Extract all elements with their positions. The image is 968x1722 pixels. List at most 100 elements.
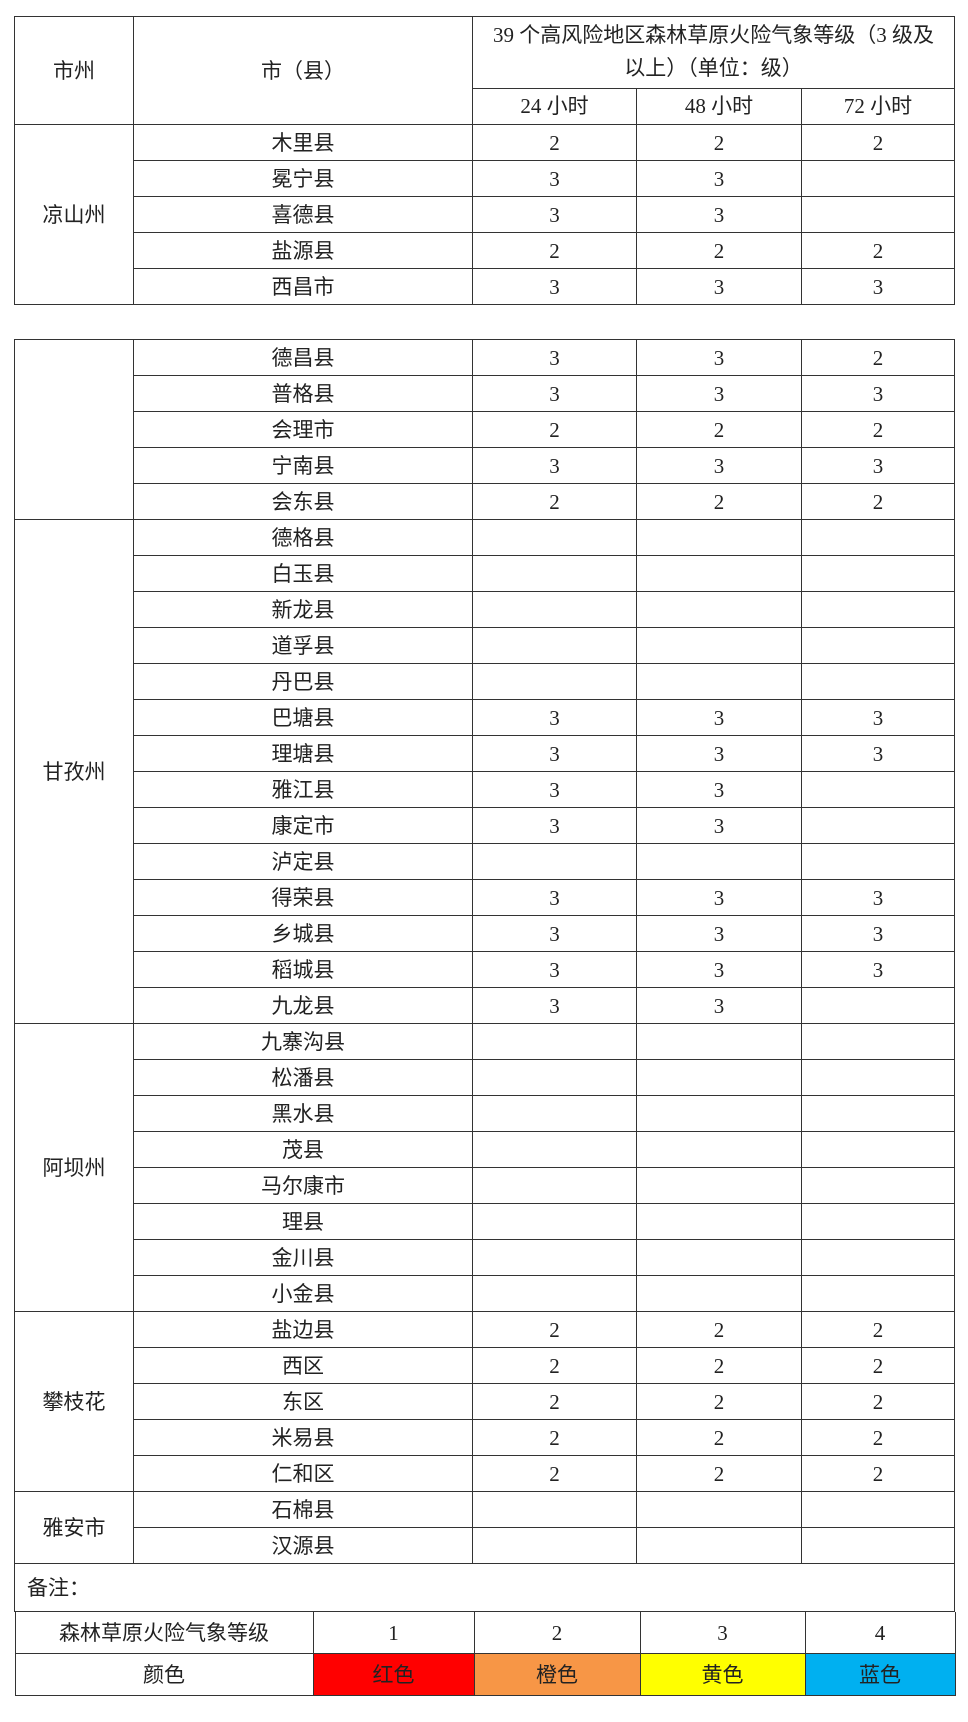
county-cell: 马尔康市	[133, 1167, 473, 1204]
county-cell: 汉源县	[133, 1527, 473, 1564]
level-h48-cell: 3	[636, 879, 802, 916]
legend-level-value: 1	[312, 1612, 475, 1654]
level-h48-cell	[636, 663, 802, 700]
level-h24-cell: 3	[472, 268, 637, 305]
level-h24-cell	[472, 663, 637, 700]
level-h72-cell	[800, 196, 956, 233]
table-row: 西昌市 3 3 3	[15, 268, 956, 305]
level-h24-cell: 3	[472, 699, 637, 736]
level-h24-cell: 3	[472, 951, 637, 988]
level-h72-cell	[801, 1095, 955, 1132]
table-row: 巴塘县 3 3 3	[15, 699, 955, 736]
level-h72-cell	[801, 1491, 955, 1528]
county-cell: 西昌市	[133, 268, 473, 305]
legend-level-value: 2	[473, 1612, 641, 1654]
level-h72-cell: 2	[801, 339, 955, 376]
county-cell: 康定市	[133, 807, 473, 844]
table-row: 康定市 3 3	[15, 807, 955, 844]
legend-level-row: 森林草原火险气象等级 1 2 3 4	[14, 1612, 956, 1654]
county-cell: 小金县	[133, 1275, 473, 1312]
table-row: 泸定县	[15, 843, 955, 880]
table-row: 小金县	[15, 1275, 955, 1312]
table-row: 普格县 3 3 3	[15, 375, 955, 412]
level-h72-cell: 3	[801, 735, 955, 772]
level-h48-cell	[636, 1131, 802, 1168]
level-h48-cell: 3	[636, 699, 802, 736]
county-cell: 东区	[133, 1383, 473, 1420]
table-row: 得荣县 3 3 3	[15, 879, 955, 916]
legend-color-row: 颜色 红色 橙色 黄色 蓝色	[14, 1653, 956, 1696]
level-h24-cell: 3	[472, 879, 637, 916]
header-48h: 48 小时	[636, 87, 802, 126]
note-label: 备注：	[14, 1563, 955, 1612]
level-h24-cell: 3	[472, 807, 637, 844]
table-row: 茂县	[15, 1131, 955, 1168]
level-h72-cell	[800, 160, 956, 197]
level-h72-cell: 3	[801, 915, 955, 952]
county-cell: 泸定县	[133, 843, 473, 880]
table-row: 阿坝州 九寨沟县	[14, 1023, 955, 1312]
level-h24-cell: 2	[472, 1347, 637, 1384]
level-h24-cell	[472, 1131, 637, 1168]
table-row: 德昌县 3 3 2	[14, 339, 955, 520]
table-row: 喜德县 3 3	[15, 196, 956, 233]
level-h48-cell: 2	[636, 411, 802, 448]
level-h24-cell: 3	[472, 735, 637, 772]
level-h72-cell: 2	[801, 483, 955, 520]
county-cell: 喜德县	[133, 196, 473, 233]
county-cell: 米易县	[133, 1419, 473, 1456]
level-h48-cell	[636, 1275, 802, 1312]
level-h72-cell	[801, 843, 955, 880]
table-row: 九龙县 3 3	[15, 987, 955, 1024]
level-h72-cell	[801, 555, 955, 592]
level-h48-cell: 3	[636, 735, 802, 772]
level-h72-cell	[801, 1239, 955, 1276]
region-cell: 雅安市	[14, 1491, 134, 1564]
county-cell: 金川县	[133, 1239, 473, 1276]
county-cell: 巴塘县	[133, 699, 473, 736]
level-h72-cell	[801, 663, 955, 700]
county-cell: 雅江县	[133, 771, 473, 808]
table-row: 冕宁县 3 3	[15, 160, 956, 197]
level-h72-cell	[801, 1023, 955, 1060]
county-cell: 盐边县	[133, 1311, 473, 1348]
legend-table: 森林草原火险气象等级 1 2 3 4 颜色 红色 橙色 黄色 蓝色	[14, 1612, 956, 1696]
level-h72-cell	[801, 1059, 955, 1096]
level-h72-cell	[801, 1527, 955, 1564]
level-h72-cell	[801, 1203, 955, 1240]
table-row: 马尔康市	[15, 1167, 955, 1204]
level-h72-cell	[801, 807, 955, 844]
county-cell: 道孚县	[133, 627, 473, 664]
level-h24-cell	[472, 1167, 637, 1204]
county-cell: 会东县	[133, 483, 473, 520]
table-row: 汉源县	[15, 1527, 955, 1564]
county-cell: 石棉县	[133, 1491, 473, 1528]
header-24h: 24 小时	[472, 87, 637, 126]
level-h72-cell: 3	[801, 879, 955, 916]
legend-color-swatch: 蓝色	[804, 1653, 956, 1696]
county-cell: 西区	[133, 1347, 473, 1384]
legend-level-value: 4	[804, 1612, 956, 1654]
table-row: 米易县 2 2 2	[15, 1419, 955, 1456]
table-row: 雅安市 石棉县	[14, 1491, 955, 1564]
county-cell: 普格县	[133, 375, 473, 412]
level-h72-cell: 3	[801, 447, 955, 484]
table-row: 丹巴县	[15, 663, 955, 700]
note-row: 备注：	[14, 1563, 955, 1612]
level-h24-cell: 3	[472, 160, 637, 197]
region-cell: 甘孜州	[14, 519, 134, 1024]
level-h24-cell: 2	[472, 411, 637, 448]
level-h48-cell	[636, 627, 802, 664]
table-row: 雅江县 3 3	[15, 771, 955, 808]
level-h24-cell	[472, 1095, 637, 1132]
table-row: 盐源县 2 2 2	[15, 232, 956, 269]
region-cell: 攀枝花	[14, 1311, 134, 1492]
table-row: 黑水县	[15, 1095, 955, 1132]
level-h72-cell	[801, 1275, 955, 1312]
county-cell: 九寨沟县	[133, 1023, 473, 1060]
region-cell: 阿坝州	[14, 1023, 134, 1312]
level-h72-cell: 3	[800, 268, 956, 305]
level-h72-cell	[801, 987, 955, 1024]
level-h24-cell: 2	[472, 483, 637, 520]
county-cell: 理塘县	[133, 735, 473, 772]
